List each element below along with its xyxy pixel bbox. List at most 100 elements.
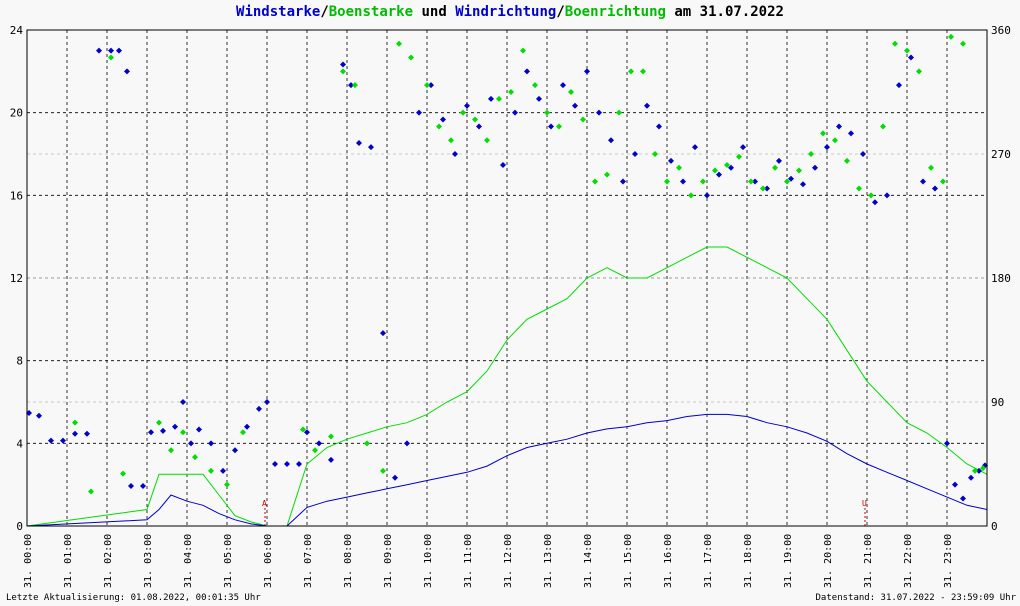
wind-direction-point — [264, 399, 270, 405]
left-tick-label: 12 — [10, 272, 23, 285]
x-tick-label: 31. 22:00 — [903, 534, 914, 588]
gust-direction-point — [980, 465, 986, 472]
wind-direction-point — [836, 123, 842, 130]
wind-direction-point — [220, 467, 226, 474]
wind-direction-point — [500, 162, 506, 169]
gust-direction-point — [712, 167, 718, 174]
x-tick-label: 31. 11:00 — [463, 534, 474, 588]
wind-direction-point — [704, 192, 710, 199]
x-tick-label: 31. 08:00 — [343, 534, 354, 588]
left-tick-label: 16 — [10, 189, 23, 202]
gust-direction-point — [364, 440, 370, 447]
gust-direction-point — [760, 185, 766, 192]
wind-direction-point — [896, 82, 902, 89]
wind-direction-point — [464, 102, 470, 109]
right-tick-label: 180 — [991, 272, 1011, 285]
wind-direction-point — [920, 178, 926, 185]
x-tick-label: 31. 06:00 — [263, 534, 274, 588]
wind-direction-point — [440, 116, 446, 123]
marker-label: U — [862, 499, 867, 508]
gust-direction-point — [772, 164, 778, 171]
title-dir: Windrichtung — [455, 4, 557, 20]
plot-frame — [26, 29, 988, 527]
gust-direction-point — [784, 178, 790, 185]
right-tick-label: 270 — [991, 148, 1011, 161]
gust-direction-point — [664, 178, 670, 185]
x-tick-label: 31. 05:00 — [223, 534, 234, 588]
wind-direction-point — [740, 144, 746, 151]
gust-direction-point — [88, 488, 94, 495]
x-tick-label: 31. 02:00 — [103, 534, 114, 588]
left-tick-label: 4 — [16, 437, 23, 450]
gust-direction-point — [544, 109, 550, 116]
left-tick-label: 24 — [10, 24, 24, 37]
wind-direction-point — [596, 109, 602, 116]
x-tick-label: 31. 07:00 — [303, 534, 314, 588]
wind-direction-point — [128, 483, 134, 490]
x-tick-label: 31. 09:00 — [383, 534, 394, 588]
gust-direction-point — [948, 33, 954, 40]
gust-direction-point — [688, 192, 694, 199]
gust-direction-point — [180, 429, 186, 436]
gust-direction-point — [616, 109, 622, 116]
gust-direction-point — [192, 454, 198, 461]
gust-direction-point — [156, 419, 162, 426]
right-tick-label: 0 — [991, 520, 998, 533]
gust-direction-point — [352, 82, 358, 89]
gust-direction-point — [580, 116, 586, 123]
wind-direction-point — [668, 157, 674, 164]
x-tick-label: 31. 10:00 — [423, 534, 434, 588]
gust-direction-point — [408, 54, 414, 61]
gust-direction-point — [312, 447, 318, 454]
left-tick-label: 0 — [16, 520, 23, 533]
wind-direction-point — [172, 423, 178, 430]
x-tick-label: 31. 12:00 — [503, 534, 514, 588]
wind-direction-point — [232, 447, 238, 454]
wind-direction-point — [256, 405, 262, 412]
gust-direction-point — [300, 426, 306, 433]
wind-direction-point — [764, 185, 770, 192]
gust-direction-point — [168, 447, 174, 454]
gust-direction-point — [448, 137, 454, 144]
gust-direction-point — [108, 54, 114, 61]
title-wind: Windstarke — [236, 4, 321, 20]
wind-direction-point — [476, 123, 482, 130]
gust-direction-point — [436, 123, 442, 130]
gust-direction-point — [520, 47, 526, 54]
wind-direction-point — [680, 178, 686, 185]
footer-datastand: Datenstand: 31.07.2022 - 23:59:09 Uhr — [815, 593, 1016, 603]
wind-direction-point — [512, 109, 518, 116]
wind-direction-point — [692, 144, 698, 151]
gust-direction-point — [628, 68, 634, 75]
wind-direction-point — [48, 437, 54, 444]
axis-labels: 0 4 8 12 16 20 24 0 90 180 270 360 31. 00:00 31. 01:0… — [10, 24, 1011, 588]
gust-direction-point — [928, 164, 934, 171]
wind-direction-point — [368, 144, 374, 151]
gust-direction-point — [972, 467, 978, 474]
wind-direction-point — [788, 175, 794, 182]
title-sep2: / — [556, 4, 565, 20]
gust-direction-point — [652, 151, 658, 157]
gust-direction-point — [844, 157, 850, 164]
title-mid: und — [413, 4, 456, 20]
gust-direction-point — [532, 82, 538, 89]
wind-direction-point — [404, 440, 410, 447]
wind-direction-point — [356, 139, 362, 146]
wind-direction-point — [284, 461, 290, 467]
wind-direction-point — [348, 82, 354, 89]
wind-direction-point — [960, 495, 966, 502]
gust-direction-point — [676, 164, 682, 171]
marker-label: A — [262, 499, 267, 508]
x-tick-label: 31. 17:00 — [703, 534, 714, 588]
gust-direction-point — [240, 429, 246, 436]
wind-direction-point — [620, 178, 626, 185]
wind-direction-point — [932, 185, 938, 192]
wind-direction-point — [976, 467, 982, 474]
wind-direction-point — [848, 130, 854, 137]
wind-direction-point — [452, 151, 458, 157]
gust-direction-point — [700, 178, 706, 185]
wind-direction-point — [340, 61, 346, 68]
wind-direction-point — [644, 102, 650, 109]
wind-direction-point — [716, 171, 722, 178]
